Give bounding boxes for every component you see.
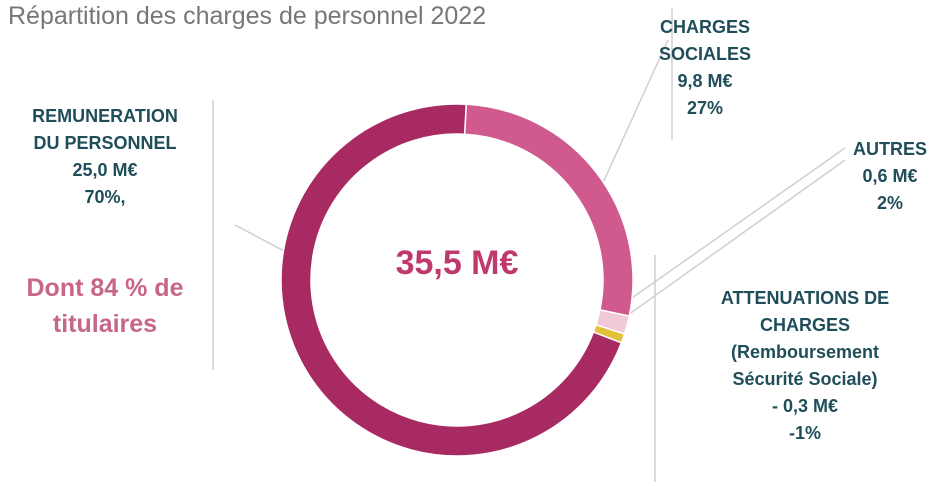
segment-label: ATTENUATIONS DE CHARGES (Remboursement S… <box>680 285 930 447</box>
percent-label: 27% <box>686 98 724 118</box>
value-label: 25,0 M€ <box>72 160 138 180</box>
percent-label: -1% <box>788 423 821 443</box>
percent-label: 70%, <box>84 187 126 207</box>
segment-label: AUTRES 0,6 M€ 2% <box>830 136 947 217</box>
category-label: AUTRES <box>852 139 927 159</box>
donut-segment <box>280 103 623 457</box>
value-label: 9,8 M€ <box>677 71 733 91</box>
category-label: ATTENUATIONS DE CHARGES (Remboursement S… <box>720 288 890 389</box>
leader-lines <box>212 8 846 482</box>
value-label: 0,6 M€ <box>862 166 918 186</box>
segment-label: CHARGES SOCIALES 9,8 M€ 27% <box>620 14 790 122</box>
segment-label: REMUNERATION DU PERSONNEL 25,0 M€ 70%, <box>0 103 210 211</box>
category-label: REMUNERATION DU PERSONNEL <box>32 106 178 153</box>
value-label: - 0,3 M€ <box>771 396 839 416</box>
category-label: CHARGES SOCIALES <box>658 17 751 64</box>
center-label: 35,5 M€ <box>395 244 519 282</box>
chart-title: Répartition des charges de personnel 202… <box>8 2 487 30</box>
note: Dont 84 % de titulaires <box>26 274 184 338</box>
donut-segment <box>463 103 634 317</box>
percent-label: 2% <box>876 193 903 213</box>
